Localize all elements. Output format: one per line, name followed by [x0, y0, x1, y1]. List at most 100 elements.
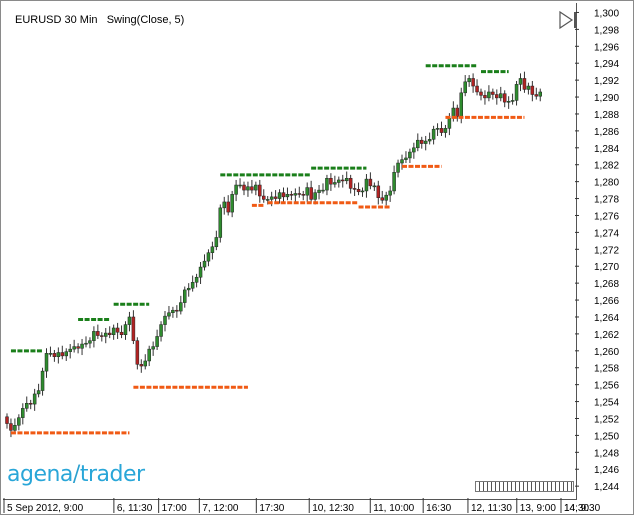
scrollbar-track[interactable]: [475, 481, 574, 492]
candle-bull: [222, 201, 226, 209]
y-tick-label: 1,252: [594, 414, 619, 425]
candle-bull: [190, 282, 195, 289]
candle-bull: [44, 353, 49, 372]
candle-bear: [281, 192, 286, 198]
candle-bear: [439, 128, 444, 133]
candle-bull: [277, 192, 282, 199]
x-tick-label: 5 Sep 2012, 9:00: [7, 503, 84, 514]
indicator-label: Swing(Close, 5): [106, 14, 185, 26]
candle-bull: [40, 370, 45, 391]
candle-bear: [115, 327, 120, 333]
candle-bull: [337, 179, 341, 183]
chart-title: EURUSD 30 Min Swing(Close, 5): [15, 14, 184, 26]
candle-bull: [171, 309, 175, 314]
candle-bull: [408, 151, 412, 159]
y-tick-label: 1,286: [594, 127, 619, 138]
candle-bull: [384, 194, 388, 201]
candle-bull: [218, 207, 223, 238]
candle-bull: [246, 186, 250, 191]
y-tick-label: 1,288: [594, 110, 619, 121]
candle-bull: [265, 199, 270, 201]
y-tick-label: 1,270: [594, 262, 619, 273]
candle-bull: [499, 93, 503, 99]
candle-bull: [238, 184, 242, 187]
candle-bull: [214, 237, 219, 248]
candle-bear: [368, 178, 373, 187]
candle-bull: [202, 260, 207, 268]
candle-bear: [273, 196, 278, 199]
x-tick-label: 13, 9:00: [520, 503, 557, 514]
candle-bear: [534, 94, 539, 97]
candle-bear: [28, 403, 33, 405]
candle-bull: [254, 184, 258, 191]
candle-bull: [68, 348, 72, 352]
candle-bull: [388, 190, 392, 196]
candle-bear: [309, 187, 313, 200]
candle-bull: [467, 78, 471, 83]
y-tick-label: 1,266: [594, 296, 619, 307]
candle-bull: [293, 193, 298, 196]
candle-bull: [427, 139, 432, 142]
candle-bull: [143, 360, 147, 367]
candle-bull: [344, 178, 349, 182]
candle-bull: [321, 189, 325, 192]
candle-bull: [206, 252, 211, 262]
candle-bull: [104, 332, 108, 337]
candle-bull: [538, 91, 542, 97]
candle-bear: [376, 185, 381, 198]
y-tick-label: 1,296: [594, 42, 619, 53]
candle-bear: [135, 340, 140, 365]
play-to-end-icon[interactable]: [557, 9, 579, 31]
candle-bull: [392, 172, 396, 192]
candle-bull: [179, 302, 183, 312]
plot-area[interactable]: [3, 3, 577, 500]
candle-bear: [139, 364, 144, 367]
candle-bull: [230, 194, 234, 213]
candle-bear: [119, 331, 124, 335]
candle-bull: [48, 353, 53, 355]
candle-bull: [84, 342, 88, 345]
candle-bear: [250, 186, 254, 191]
candle-bear: [107, 332, 112, 335]
y-tick-label: 1,284: [594, 144, 619, 155]
candle-bull: [514, 84, 519, 101]
candle-bull: [317, 189, 321, 193]
candle-bear: [297, 193, 302, 195]
candle-bull: [416, 139, 420, 149]
candle-bear: [52, 353, 57, 357]
y-tick-label: 1,248: [594, 448, 619, 459]
candle-bull: [163, 315, 167, 325]
candle-bull: [526, 85, 531, 90]
candle-bull: [518, 78, 523, 85]
candle-bull: [80, 343, 84, 349]
y-tick-label: 1,250: [594, 431, 619, 442]
x-tick-label: 7, 12:00: [202, 503, 239, 514]
candle-bear: [60, 352, 65, 357]
y-tick-label: 1,272: [594, 245, 619, 256]
candle-bear: [96, 331, 100, 336]
candle-bear: [131, 316, 136, 341]
candle-bull: [234, 184, 238, 195]
candle-bull: [325, 178, 329, 191]
candle-bull: [333, 182, 337, 185]
candle-bear: [502, 93, 507, 103]
candle-bear: [348, 178, 353, 189]
candle-bear: [530, 85, 535, 95]
y-tick-label: 1,262: [594, 330, 619, 341]
candle-bull: [198, 266, 203, 278]
candle-bull: [372, 185, 377, 188]
x-tick-label: 17:30: [259, 503, 284, 514]
y-tick-label: 1,298: [594, 25, 619, 36]
candle-bull: [56, 352, 61, 357]
candle-bull: [88, 340, 92, 344]
y-tick-label: 1,278: [594, 195, 619, 206]
candle-bull: [285, 194, 290, 198]
candle-bear: [5, 416, 9, 424]
candle-bull: [435, 128, 440, 130]
candle-bear: [242, 184, 246, 191]
candle-bear: [483, 95, 487, 99]
x-tick-label: 16:30: [426, 503, 451, 514]
y-tick-label: 1,282: [594, 161, 619, 172]
